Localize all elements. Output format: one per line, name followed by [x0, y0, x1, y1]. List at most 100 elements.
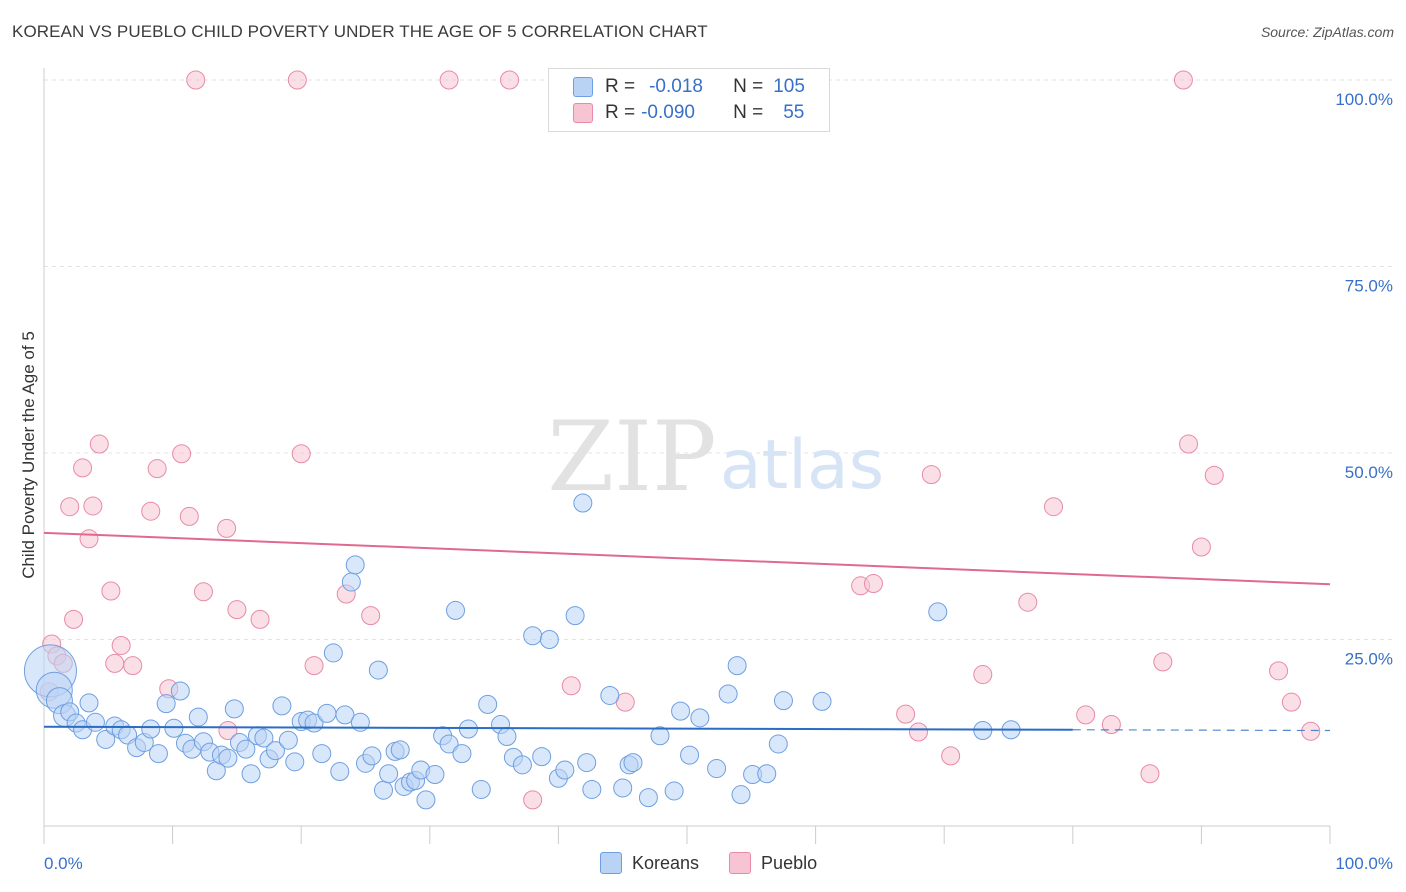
pueblo-point [1173, 70, 1193, 90]
koreans-legend-label: Koreans [632, 852, 700, 873]
korean-point [664, 781, 684, 801]
pueblo-point [361, 606, 381, 626]
legend-row-pueblo: R = -0.090 N = 55 [573, 101, 804, 125]
pueblo-point [105, 653, 125, 673]
korean-point [532, 747, 552, 767]
pueblo-point [1153, 652, 1173, 672]
pueblo-point [1301, 721, 1321, 741]
pueblo-swatch [573, 103, 593, 123]
korean-point [141, 719, 161, 739]
korean-point [512, 755, 532, 775]
korean-point [323, 643, 343, 663]
series-legend: Koreans Pueblo [600, 852, 847, 874]
korean-point [317, 703, 337, 723]
korean-point [727, 656, 747, 676]
koreans-legend-swatch [600, 852, 622, 874]
legend-pueblo: Pueblo [729, 852, 817, 874]
pueblo-point [227, 600, 247, 620]
korean-point [671, 701, 691, 721]
pueblo-point [500, 70, 520, 90]
pueblo-point [193, 582, 213, 602]
korean-point [623, 753, 643, 773]
pueblo-point [523, 790, 543, 810]
pueblo-point [1179, 434, 1199, 454]
pueblo-point [186, 70, 206, 90]
pueblo-legend-label: Pueblo [761, 852, 818, 873]
gridlines [44, 79, 1392, 640]
source-label: Source: ZipAtlas.com [1260, 24, 1394, 40]
korean-point [582, 779, 602, 799]
korean-point [600, 685, 620, 705]
pueblo-point [147, 459, 167, 479]
pueblo-point [1018, 592, 1038, 612]
korean-point [565, 606, 585, 626]
korean-point [170, 681, 190, 701]
korean-point [812, 691, 832, 711]
korean-point [368, 660, 388, 680]
korean-point [471, 779, 491, 799]
n-label: N = [733, 102, 764, 123]
pueblo-r-value: -0.090 [641, 102, 695, 123]
korean-point [757, 764, 777, 784]
pueblo-point [896, 704, 916, 724]
korean-point [539, 630, 559, 649]
korean-point [446, 600, 466, 620]
pueblo-point [141, 501, 161, 521]
koreans-swatch [573, 77, 593, 97]
y-tick-label: 50.0% [1345, 463, 1393, 482]
y-axis-label: Child Poverty Under the Age of 5 [19, 331, 38, 579]
pueblo-trend-line [43, 531, 1331, 586]
pueblo-point [1204, 465, 1224, 485]
korean-points [23, 493, 1021, 810]
korean-point [188, 707, 208, 727]
pueblo-point [1269, 661, 1289, 681]
pueblo-point [1101, 715, 1121, 735]
korean-point [690, 708, 710, 728]
korean-point [330, 762, 350, 782]
pueblo-point [908, 722, 928, 742]
korean-point [773, 691, 793, 711]
korean-point [425, 765, 445, 785]
korean-point [265, 741, 285, 761]
pueblo-point [1191, 537, 1211, 557]
koreans-n-value: 105 [773, 76, 805, 97]
pueblo-point [921, 465, 941, 485]
pueblo-point [1076, 705, 1096, 725]
korean-point [497, 726, 517, 746]
trend-lines [43, 531, 1331, 732]
korean-point [390, 740, 410, 760]
korean-point [416, 790, 436, 810]
r-label: R = [605, 102, 636, 123]
pueblo-point [1140, 764, 1160, 784]
koreans-trend-line [43, 725, 1073, 731]
korean-point [156, 694, 176, 714]
korean-point [312, 744, 332, 764]
koreans-trend-extension [1072, 729, 1331, 732]
legend-row-koreans: R = -0.018 N = 105 [573, 75, 805, 99]
korean-point [731, 785, 751, 805]
korean-point [680, 745, 700, 765]
pueblo-point [291, 444, 311, 464]
korean-point [285, 752, 305, 772]
korean-point [224, 699, 244, 719]
korean-point [613, 778, 633, 798]
pueblo-point [101, 581, 121, 601]
pueblo-point [83, 496, 103, 516]
y-tick-label: 75.0% [1345, 277, 1393, 296]
pueblo-point [561, 676, 581, 696]
korean-point [555, 760, 575, 780]
korean-point [148, 744, 168, 764]
korean-point [374, 780, 394, 800]
korean-point [523, 626, 543, 646]
pueblo-point [1281, 692, 1301, 712]
korean-point [928, 602, 948, 622]
pueblo-point [123, 656, 143, 676]
korean-point [768, 734, 788, 754]
korean-point [362, 746, 382, 766]
pueblo-point [172, 444, 192, 464]
pueblo-point [250, 609, 270, 629]
watermark-zip: ZIP [547, 401, 716, 513]
legend-koreans: Koreans [600, 852, 699, 874]
pueblo-point [439, 70, 459, 90]
